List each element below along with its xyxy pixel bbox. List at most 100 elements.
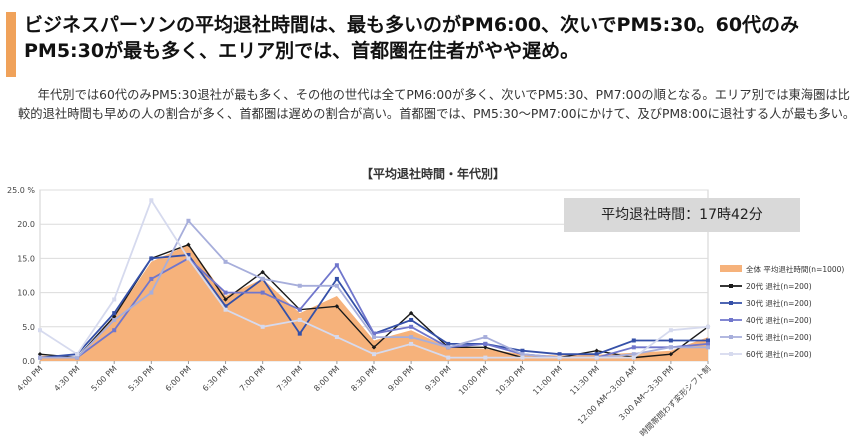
data-point (706, 345, 710, 350)
legend-marker (729, 352, 733, 356)
legend-marker (729, 284, 733, 288)
page-title: ビジネスパーソンの平均退社時間は、最も多いのがPM6:00、次いでPM5:30。… (24, 14, 800, 62)
legend-label: 30代 退社(n=200) (746, 298, 812, 308)
data-point (409, 335, 414, 340)
x-tick-label: 11:30 PM (568, 364, 601, 397)
data-point (297, 317, 302, 322)
data-point (149, 290, 154, 295)
legend-marker (729, 318, 733, 322)
x-tick-label: 9:30 PM (423, 364, 452, 393)
legend-swatch (720, 265, 742, 272)
x-tick-label: 6:00 PM (164, 364, 193, 393)
data-point (483, 335, 488, 340)
data-point (37, 351, 43, 357)
data-point (594, 352, 599, 357)
data-point (594, 348, 599, 353)
data-point (223, 297, 228, 302)
legend-label: 50代 退社(n=200) (746, 332, 812, 342)
data-point (706, 341, 710, 346)
data-point (223, 259, 228, 264)
x-tick-label: 11:00 PM (531, 364, 564, 397)
data-point (594, 355, 599, 360)
data-point (334, 335, 339, 340)
data-point (706, 338, 710, 343)
description-text: 年代別では60代のみPM5:30退社が最も多く、その他の世代は全てPM6:00が… (18, 88, 856, 121)
data-point (334, 263, 339, 268)
y-tick-label: 20.0 (17, 220, 35, 229)
y-tick-label: 10.0 (17, 289, 35, 298)
y-tick-label: 5.0 (22, 323, 35, 332)
data-point (631, 345, 636, 350)
data-point (409, 324, 414, 329)
data-point (260, 290, 265, 295)
data-point (38, 355, 42, 360)
data-point (112, 297, 117, 302)
data-point (372, 335, 376, 340)
y-tick-label: 0.0 (22, 357, 35, 366)
data-point (668, 338, 673, 343)
data-point (38, 328, 42, 333)
chart-title: 【平均退社時間・年代別】 (360, 167, 505, 181)
data-point (668, 345, 673, 350)
data-point (186, 242, 191, 247)
data-point (557, 355, 562, 360)
legend-label: 40代 退社(n=200) (746, 315, 812, 325)
x-tick-label: 時間帯問わず変形シフト制 (637, 363, 712, 438)
y-tick-label: 25.0 % (7, 186, 35, 195)
x-tick-label: 4:00 PM (15, 364, 44, 393)
data-point (223, 307, 228, 312)
data-point (520, 352, 525, 357)
data-point (408, 310, 414, 316)
data-point (409, 317, 414, 322)
x-tick-label: 7:30 PM (275, 364, 304, 393)
average-time-box: 平均退社時間：17時42分 (564, 198, 800, 232)
data-point (446, 355, 451, 360)
data-point (520, 355, 525, 360)
legend-marker (729, 335, 733, 339)
data-point (186, 256, 191, 261)
data-point (557, 352, 562, 357)
data-point (149, 276, 154, 281)
x-tick-label: 10:30 PM (494, 364, 527, 397)
data-point (260, 276, 265, 281)
header-accent-bar (6, 12, 16, 77)
x-tick-label: 10:00 PM (457, 364, 490, 397)
data-point (668, 351, 674, 357)
legend-label: 60代 退社(n=200) (746, 349, 812, 359)
data-point (149, 256, 154, 261)
data-point (668, 328, 673, 333)
data-point (371, 345, 377, 350)
data-point (260, 269, 265, 275)
x-tick-label: 5:30 PM (127, 364, 156, 393)
legend-marker (729, 301, 733, 305)
data-point (223, 304, 228, 309)
data-point (297, 331, 302, 336)
data-point (186, 218, 191, 223)
data-point (483, 345, 488, 350)
y-tick-label: 15.0 (17, 254, 35, 263)
data-point (297, 307, 302, 312)
data-point (297, 283, 302, 288)
data-point (372, 352, 376, 357)
data-point (409, 341, 414, 346)
x-tick-label: 7:00 PM (238, 364, 267, 393)
data-point (631, 355, 636, 360)
data-point (334, 304, 340, 309)
data-point (706, 324, 710, 329)
x-tick-label: 6:30 PM (201, 364, 230, 393)
x-tick-label: 8:00 PM (312, 364, 341, 393)
data-point (186, 252, 191, 257)
data-point (112, 317, 117, 322)
x-tick-label: 4:30 PM (52, 364, 81, 393)
data-point (446, 345, 451, 350)
data-point (631, 352, 636, 357)
data-point (631, 338, 636, 343)
data-point (372, 331, 376, 336)
data-point (520, 348, 525, 353)
data-point (483, 355, 488, 360)
legend-label: 全体 平均退社時間(n=1000) (746, 264, 844, 274)
x-tick-label: 5:00 PM (89, 364, 118, 393)
data-point (149, 198, 154, 203)
data-point (260, 324, 265, 329)
